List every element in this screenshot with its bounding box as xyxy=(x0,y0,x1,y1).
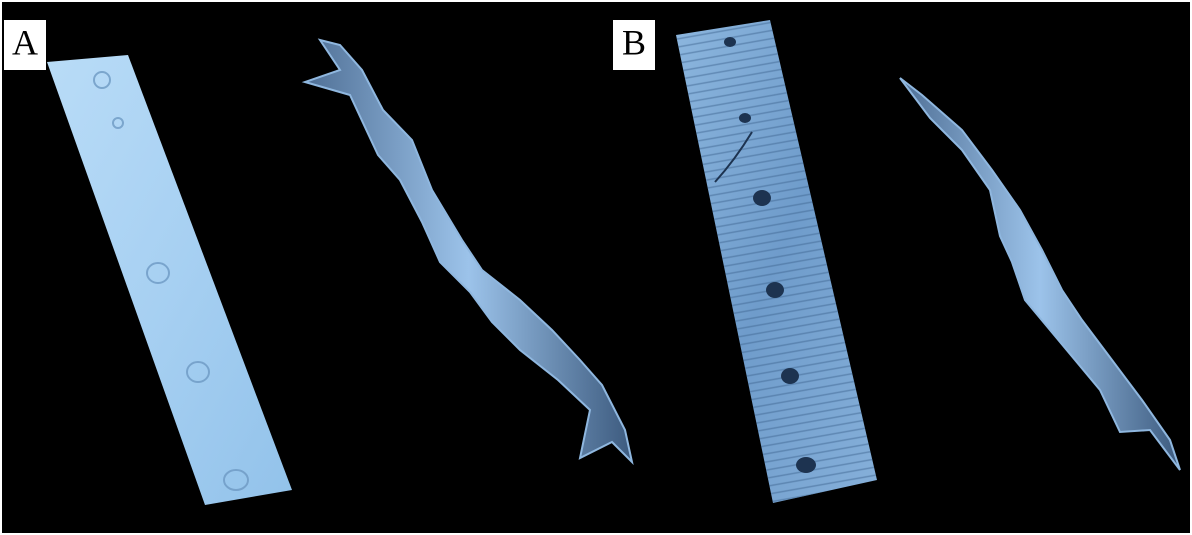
panel-label: B xyxy=(622,22,646,62)
panel-label: A xyxy=(12,22,38,62)
figure: A B xyxy=(0,0,1192,535)
page: A B (() => { const data = JSON.parse(doc… xyxy=(0,0,1192,535)
